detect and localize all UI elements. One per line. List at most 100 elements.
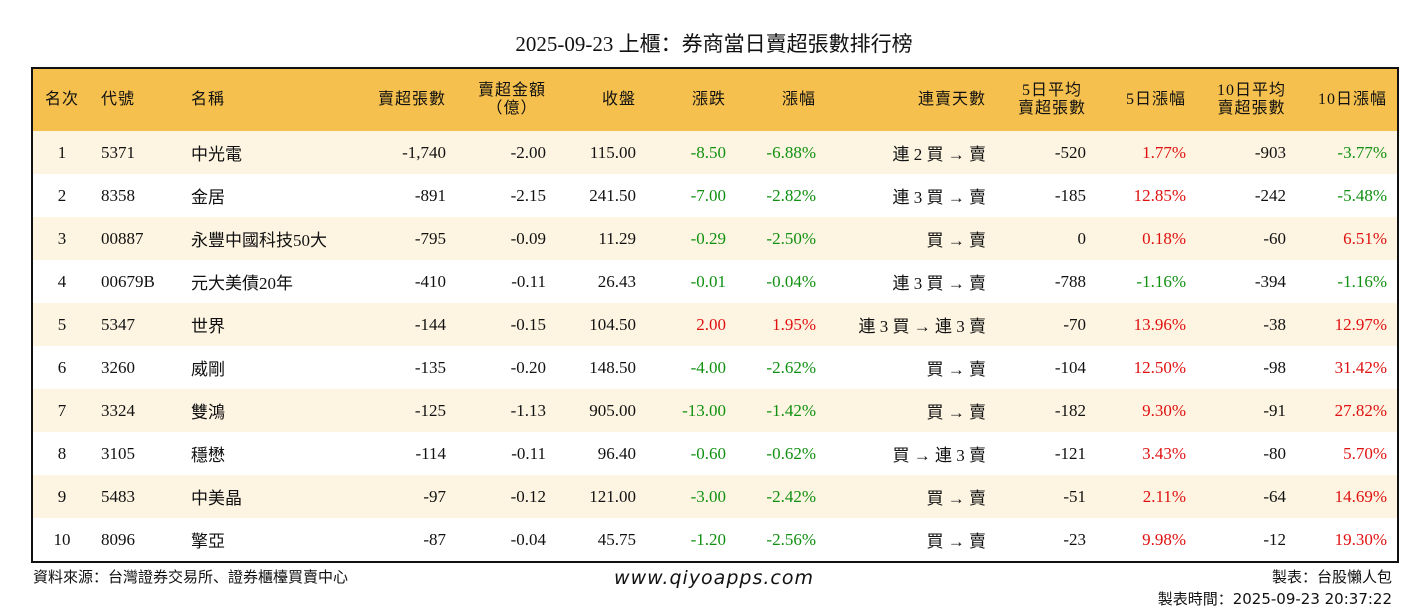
table-cell: 5.70% xyxy=(1343,443,1387,463)
table-cell: -891 xyxy=(414,185,446,205)
table-cell: -520 xyxy=(996,131,1096,174)
table-cell: 121.00 xyxy=(556,475,646,518)
table-cell: 中光電 xyxy=(181,131,361,174)
ranking-table: 名次 代號 名稱 賣超張數 賣超金額 （億） 收盤 漲跌 漲幅 連賣天數 5日平均 賣超張數 5日漲幅 1… xyxy=(31,67,1399,563)
table-row: 3 00887 永豐中國科技50大 -795 -0.09 11.29 -0.29 -2.50%… xyxy=(32,217,1398,260)
table-cell: 00887 xyxy=(91,217,181,260)
table-cell: 0 xyxy=(996,217,1096,260)
website: www.qiyoapps.com xyxy=(614,567,814,589)
table-cell: -104 xyxy=(1054,357,1086,377)
table-cell: -1.16% xyxy=(1337,271,1387,291)
table-cell: 買 → 賣 xyxy=(826,389,996,432)
table-cell: 13.96% xyxy=(1096,303,1196,346)
header-text: 連賣天數 xyxy=(917,91,986,108)
made-time: 製表時間：2025-09-23 20:37:22 xyxy=(1157,590,1392,608)
table-cell: -0.11 xyxy=(511,271,546,291)
header-line: 5日平均 xyxy=(1021,82,1082,99)
table-cell: 2.00 xyxy=(646,303,736,346)
table-cell: -0.01 xyxy=(690,271,726,291)
table-cell: -0.60 xyxy=(690,443,726,463)
table-cell: 雙鴻 xyxy=(181,389,361,432)
table-cell: -0.11 xyxy=(511,443,546,463)
table-cell: -60 xyxy=(1196,217,1296,260)
header-text: 漲幅 xyxy=(781,91,816,108)
table-cell: 12.50% xyxy=(1133,357,1186,377)
source-note: 資料來源：台灣證券交易所、證券櫃檯買賣中心 xyxy=(33,568,349,586)
table-cell: -2.42% xyxy=(736,475,826,518)
table-cell: -91 xyxy=(1196,389,1296,432)
header-line: 賣超金額 xyxy=(477,82,546,99)
header-text: 代號 xyxy=(101,91,136,108)
table-cell: 6 xyxy=(57,357,67,377)
table-cell: 14.69% xyxy=(1296,475,1398,518)
table-cell: 4 xyxy=(57,271,67,291)
table-cell: -795 xyxy=(361,217,456,260)
table-cell: 0.18% xyxy=(1096,217,1196,260)
table-cell: -1.42% xyxy=(736,389,826,432)
table-cell: 3260 xyxy=(101,357,135,377)
table-cell: 8358 xyxy=(101,185,135,205)
header-text: 名次 xyxy=(44,91,79,108)
table-cell: -121 xyxy=(1054,443,1086,463)
table-cell: 中美晶 xyxy=(181,475,361,518)
table-cell: 威剛 xyxy=(191,360,225,379)
table-cell: -903 xyxy=(1196,131,1296,174)
column-header: 賣超張數 xyxy=(361,68,456,131)
table-cell: 買 → 賣 xyxy=(826,475,996,518)
header-text: 賣超張數 xyxy=(377,91,446,108)
table-cell: -12 xyxy=(1263,529,1286,549)
table-cell: -2.50% xyxy=(736,217,826,260)
table-cell: 9.98% xyxy=(1142,529,1186,549)
table-row: 5 5347 世界 -144 -0.15 104.50 2.00 1.95% 連 3 買 → 連… xyxy=(32,303,1398,346)
table-cell: 10 xyxy=(53,529,71,549)
table-row: 7 3324 雙鴻 -125 -1.13 905.00 -13.00 -1.42% 買 → 賣-… xyxy=(32,389,1398,432)
table-cell: 7 xyxy=(32,389,91,432)
table-cell: 5371 xyxy=(91,131,181,174)
table-cell: 96.40 xyxy=(597,443,636,463)
table-cell: -0.09 xyxy=(456,217,556,260)
table-cell: -3.00 xyxy=(646,475,736,518)
table-cell: 元大美債20年 xyxy=(191,274,293,293)
table-cell: 2 xyxy=(57,185,67,205)
table-cell: 9 xyxy=(32,475,91,518)
header-line: 賣超張數 xyxy=(1217,100,1286,117)
table-cell: 金居 xyxy=(191,188,225,207)
table-row: 9 5483 中美晶 -97 -0.12 121.00 -3.00 -2.42% 買 → 賣 -5… xyxy=(32,475,1398,518)
table-cell: -80 xyxy=(1263,443,1286,463)
header-text: 5日平均 賣超張數 xyxy=(1018,82,1086,118)
table-cell: -0.04 xyxy=(510,529,546,549)
table-cell: 5347 xyxy=(91,303,181,346)
column-header: 代號 xyxy=(91,68,181,131)
table-cell: -0.20 xyxy=(510,357,546,377)
table-cell: 115.00 xyxy=(556,131,646,174)
table-cell: -0.04% xyxy=(766,271,816,291)
column-header: 漲跌 xyxy=(646,68,736,131)
column-header: 名稱 xyxy=(181,68,361,131)
table-cell: 148.50 xyxy=(589,357,636,377)
table-cell: 3324 xyxy=(91,389,181,432)
table-cell: 104.50 xyxy=(556,303,646,346)
table-cell: 5483 xyxy=(91,475,181,518)
table-row: 2 8358 金居 -891 -2.15 241.50 -7.00 -2.82% 連 3 買 →… xyxy=(32,174,1398,217)
table-cell: -394 xyxy=(1254,271,1286,291)
table-cell: -7.00 xyxy=(690,185,726,205)
table-row: 10 8096 擎亞 -87 -0.04 45.75 -1.20 -2.56% 買 → 賣 -23… xyxy=(32,518,1398,562)
header-text: 名稱 xyxy=(191,91,226,108)
table-cell: -51 xyxy=(996,475,1096,518)
table-cell: -0.12 xyxy=(456,475,556,518)
table-cell: 11.29 xyxy=(556,217,646,260)
table-cell: 905.00 xyxy=(556,389,646,432)
table-cell: -3.77% xyxy=(1296,131,1398,174)
table-cell: -2.00 xyxy=(456,131,556,174)
table-cell: -0.29 xyxy=(646,217,736,260)
header-text: 賣超金額 （億） xyxy=(478,82,546,118)
table-cell: 買 → 賣 xyxy=(926,532,987,551)
table-cell: 8096 xyxy=(101,529,135,549)
table-cell: -242 xyxy=(1254,185,1286,205)
table-cell: 連 3 買 → 賣 xyxy=(892,188,987,207)
table-cell: 3105 xyxy=(101,443,135,463)
table-cell: 2.11% xyxy=(1096,475,1196,518)
table-cell: -97 xyxy=(361,475,456,518)
table-cell: 買 → 連 3 賣 xyxy=(892,446,987,465)
table-cell: -135 xyxy=(414,357,446,377)
